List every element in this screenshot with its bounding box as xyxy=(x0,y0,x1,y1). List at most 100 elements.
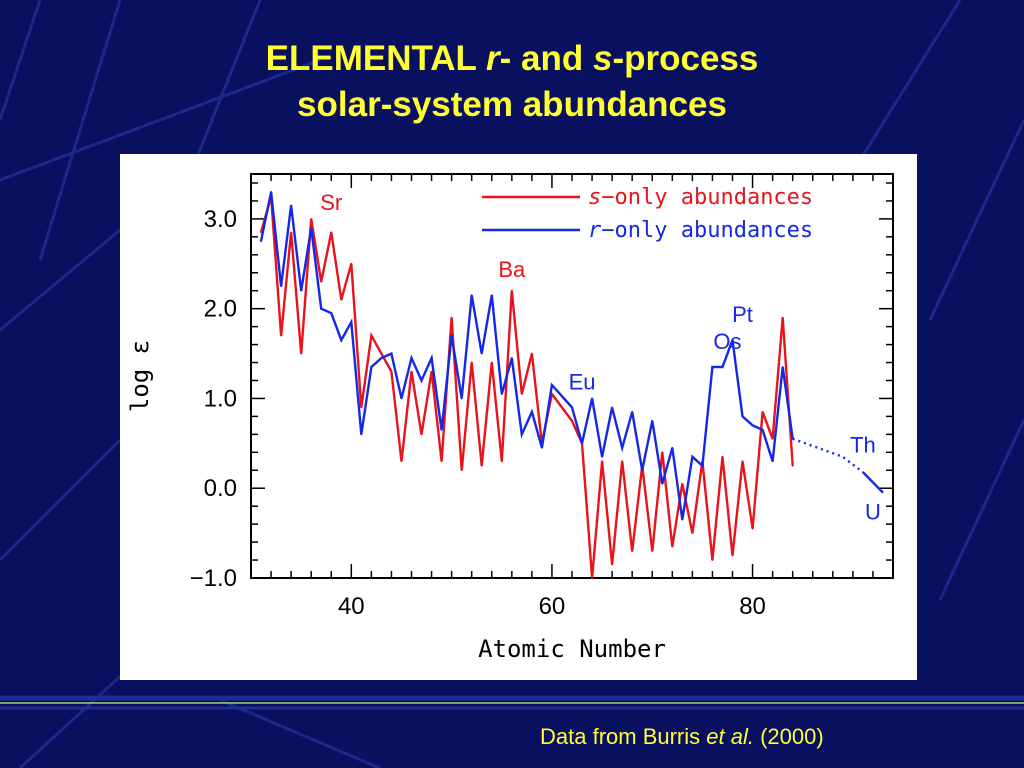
y-tick-label: 1.0 xyxy=(204,385,237,412)
r-data-point xyxy=(290,204,293,207)
r-data-point xyxy=(761,428,764,431)
r-data-point xyxy=(681,518,684,521)
s-data-point xyxy=(390,370,393,373)
r-th-u-segment xyxy=(862,471,884,494)
r-data-point xyxy=(671,446,674,449)
credit-year: (2000) xyxy=(753,724,824,749)
r-data-point xyxy=(260,240,262,243)
r-data-point xyxy=(520,433,523,436)
credit-et-al: et al. xyxy=(706,724,754,749)
r-data-point xyxy=(781,366,784,368)
s-data-point xyxy=(530,352,533,355)
chart-panel: 40 60 80 3.0 2.0 1.0 0.0 −1.0 s−only abundances… xyxy=(120,154,917,680)
s-data-point xyxy=(761,411,764,413)
s-data-point xyxy=(370,334,373,337)
r-data-point xyxy=(530,411,533,413)
s-data-point xyxy=(741,460,744,463)
x-tick-label: 60 xyxy=(539,593,566,620)
s-only-series-line xyxy=(259,196,794,579)
element-label-eu: Eu xyxy=(569,369,596,394)
s-data-point xyxy=(691,532,694,535)
title-line2: solar-system abundances xyxy=(297,85,727,124)
s-data-point xyxy=(260,231,262,234)
r-data-point xyxy=(701,464,704,467)
s-data-point xyxy=(310,217,313,220)
s-data-point xyxy=(320,280,323,283)
s-data-point xyxy=(380,352,383,355)
abundance-chart: 40 60 80 3.0 2.0 1.0 0.0 −1.0 s−only abundances… xyxy=(126,173,894,663)
r-data-point xyxy=(470,294,473,297)
s-data-point xyxy=(400,460,403,463)
r-data-point xyxy=(611,406,614,409)
legend-label-r: r−only abundances xyxy=(588,218,813,243)
r-data-point xyxy=(741,415,744,418)
r-data-point xyxy=(450,334,453,337)
r-data-point xyxy=(330,312,333,315)
r-data-point xyxy=(420,379,423,382)
r-data-point xyxy=(300,289,303,292)
r-data-point xyxy=(320,307,323,310)
s-data-point xyxy=(771,437,774,440)
title-r-italic: r xyxy=(486,39,500,78)
element-label-th: Th xyxy=(850,432,876,457)
r-data-point xyxy=(390,352,393,355)
r-data-point xyxy=(500,393,503,395)
s-data-point xyxy=(791,464,794,467)
r-data-point xyxy=(551,384,553,386)
r-data-point xyxy=(360,433,363,436)
s-data-point xyxy=(711,559,714,561)
title-line1: ELEMENTAL r- and s-process xyxy=(266,39,759,78)
s-data-point xyxy=(731,554,734,557)
r-data-point xyxy=(430,357,433,359)
s-data-point xyxy=(450,316,453,319)
s-data-point xyxy=(420,433,423,436)
r-data-point xyxy=(480,352,483,355)
legend-text-s: −only abundances xyxy=(601,185,813,210)
s-data-point xyxy=(500,460,503,463)
s-data-point xyxy=(661,451,664,454)
element-label-ba: Ba xyxy=(498,257,526,282)
r-data-point xyxy=(591,397,593,400)
r-data-point xyxy=(400,397,403,400)
s-data-point xyxy=(520,393,523,395)
r-data-point xyxy=(571,406,573,409)
x-tick-label: 40 xyxy=(338,593,365,620)
r-data-point xyxy=(280,285,282,288)
s-data-point xyxy=(601,460,603,463)
r-data-point xyxy=(721,366,724,368)
r-data-point xyxy=(350,321,353,324)
s-data-point xyxy=(470,361,473,364)
r-data-point xyxy=(541,446,543,449)
r-data-point xyxy=(711,366,714,368)
r-data-point xyxy=(771,460,774,463)
s-data-point xyxy=(460,469,463,472)
element-label-sr: Sr xyxy=(320,190,342,215)
s-data-point xyxy=(440,460,443,463)
s-data-point xyxy=(621,460,624,463)
r-data-point xyxy=(440,428,443,431)
legend-italic-r: r xyxy=(588,218,602,243)
r-data-point xyxy=(490,294,493,297)
s-data-point xyxy=(781,316,784,319)
r-data-point xyxy=(751,424,754,427)
legend-label-s: s−only abundances xyxy=(588,185,813,210)
legend-text-r: −only abundances xyxy=(601,218,813,243)
s-data-point xyxy=(340,298,343,301)
s-data-point xyxy=(290,231,293,234)
credit-prefix: Data from Burris xyxy=(540,724,707,749)
r-data-point xyxy=(510,357,513,359)
x-tick-label: 80 xyxy=(739,593,766,620)
r-data-point xyxy=(410,357,413,359)
r-data-point xyxy=(380,357,383,359)
r-data-point xyxy=(651,419,654,422)
s-data-point xyxy=(751,527,754,530)
element-label-os: Os xyxy=(713,329,741,354)
r-data-point xyxy=(370,366,373,368)
r-data-point xyxy=(310,226,313,229)
s-data-point xyxy=(350,262,353,265)
r-data-point xyxy=(691,455,694,458)
s-data-point xyxy=(280,334,282,337)
s-data-point xyxy=(300,352,303,355)
r-data-point xyxy=(631,411,634,413)
s-data-point xyxy=(360,406,363,409)
